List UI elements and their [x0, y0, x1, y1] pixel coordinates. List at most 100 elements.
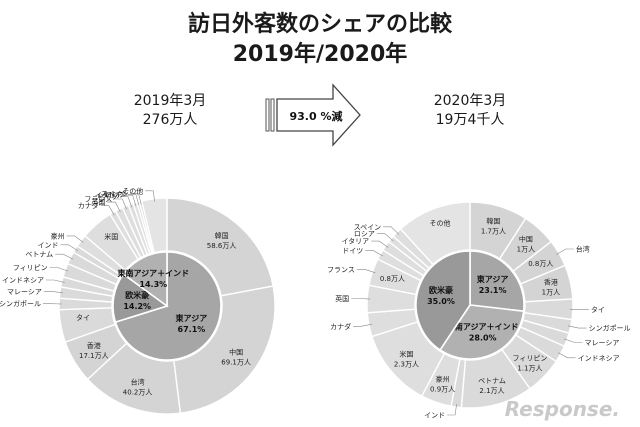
slice-name-label: フィリピン	[512, 354, 547, 362]
slice-name-label: インド	[424, 412, 445, 420]
slice-name-label: シンガポール	[0, 299, 41, 308]
group-name-label: 欧米豪	[429, 285, 453, 295]
group-share-label: 14.2%	[123, 302, 151, 311]
leader-line	[127, 194, 140, 205]
group-share-label: 35.0%	[427, 297, 455, 306]
slice-name-label: 韓国	[215, 231, 229, 240]
leader-line	[60, 244, 78, 251]
slice-value-label: 2.3万人	[394, 360, 419, 368]
pie-2019-title: 2019年3月	[133, 93, 207, 109]
slice-value-label: 1.7万人	[481, 227, 506, 235]
slice-name-label: ロシア	[105, 191, 126, 199]
group-share-label: 14.3%	[139, 280, 167, 289]
decrease-arrow: 93.0 %減	[265, 83, 361, 147]
group-name-label: 東南アジア＋インド	[447, 321, 519, 331]
slice-name-label: ベトナム	[478, 377, 506, 385]
leader-line	[124, 194, 137, 206]
slice-value-label: 17.1万人	[79, 352, 109, 360]
leader-line	[351, 298, 371, 300]
slice-name-label: スペイン	[101, 190, 129, 198]
pie-2020-total: 19万4千人	[435, 112, 505, 128]
leader-line	[557, 352, 576, 359]
leader-line	[114, 198, 127, 210]
leader-line	[567, 325, 587, 329]
decrease-label: 93.0 %減	[290, 109, 343, 123]
slice-value-label: 2.1万人	[479, 387, 504, 395]
group-name-label: 東アジア	[477, 274, 509, 284]
slice-name-label: 米国	[104, 232, 118, 241]
slice-name-label: 中国	[519, 235, 533, 244]
slice-value-label: 1万人	[542, 288, 560, 296]
leader-line	[43, 291, 63, 294]
slice-value-label: 69.1万人	[221, 358, 251, 366]
slice-name-label: 英国	[335, 294, 349, 303]
leader-line	[66, 235, 84, 243]
slice-name-label: カナダ	[78, 201, 99, 210]
slice-name-label: ドイツ	[97, 193, 118, 201]
slice-name-label: イタリア	[95, 191, 123, 200]
group-share-label: 28.0%	[469, 333, 497, 342]
leader-line	[371, 240, 389, 248]
slice-name-label: フランス	[327, 266, 355, 274]
slice-value-label: 1万人	[517, 246, 535, 254]
group-share-label: 23.1%	[479, 286, 507, 295]
slice-value-label: 0.8万人	[380, 275, 405, 283]
leader-line	[100, 205, 115, 216]
watermark-logo: Response.	[505, 397, 620, 421]
leader-line	[145, 190, 155, 202]
slice-name-label: イタリア	[341, 237, 369, 246]
slice-name-label: カナダ	[330, 322, 351, 331]
slice-name-label: 香港	[544, 277, 558, 286]
slice-value-label: 40.2万人	[123, 388, 153, 396]
slice-value-label: 1.1万人	[517, 364, 542, 372]
slice-name-label: 台湾	[576, 245, 590, 254]
outer-slice	[399, 201, 471, 266]
slice-name-label: スペイン	[354, 223, 382, 231]
slice-name-label: 英国	[91, 198, 105, 207]
slice-name-label: インドネシア	[2, 277, 44, 285]
slice-name-label: インド	[38, 241, 59, 249]
slice-name-label: シンガポール	[589, 324, 631, 333]
inner-slice	[122, 251, 168, 308]
pie-2020-heading: 2020年3月 19万4千人	[395, 92, 545, 130]
outer-slice	[173, 285, 276, 414]
leader-line	[107, 201, 121, 213]
leader-line	[556, 248, 574, 255]
slice-name-label: 香港	[87, 341, 101, 350]
outer-slice	[166, 197, 274, 297]
slice-name-label: 韓国	[486, 216, 500, 225]
leader-line	[353, 323, 372, 327]
slice-name-label: 豪州	[436, 374, 450, 383]
group-name-label: 欧米豪	[125, 290, 149, 300]
slice-name-label: 台湾	[131, 377, 145, 386]
slice-name-label: その他	[430, 219, 451, 228]
leader-line	[447, 404, 457, 416]
chart-subtitle: 2019年/2020年	[232, 42, 408, 67]
chart-title: 訪日外客数のシェアの比較	[187, 12, 452, 37]
slice-name-label: 豪州	[51, 231, 65, 240]
leader-line	[46, 279, 65, 283]
slice-name-label: インドネシア	[578, 354, 620, 362]
slice-name-label: 中国	[229, 347, 243, 356]
leader-line	[563, 338, 583, 343]
leader-line	[365, 250, 383, 257]
leader-line	[120, 196, 132, 208]
slice-value-label: 0.8万人	[528, 260, 553, 268]
leader-line	[130, 193, 142, 205]
slice-name-label: マレーシア	[585, 339, 620, 347]
pie-2020-title: 2020年3月	[433, 93, 507, 109]
group-name-label: 東南アジア＋インド	[117, 268, 189, 278]
slice-name-label: ドイツ	[342, 247, 363, 255]
slice-name-label: タイ	[76, 313, 90, 322]
slice-value-label: 58.6万人	[207, 242, 237, 250]
leader-line	[356, 268, 376, 274]
leader-line	[49, 267, 69, 272]
inner-slice	[469, 250, 525, 313]
slice-value-label: 0.9万人	[430, 385, 455, 393]
inner-slice	[415, 250, 471, 352]
outer-slice	[140, 197, 168, 254]
slice-name-label: ロシア	[354, 230, 375, 238]
